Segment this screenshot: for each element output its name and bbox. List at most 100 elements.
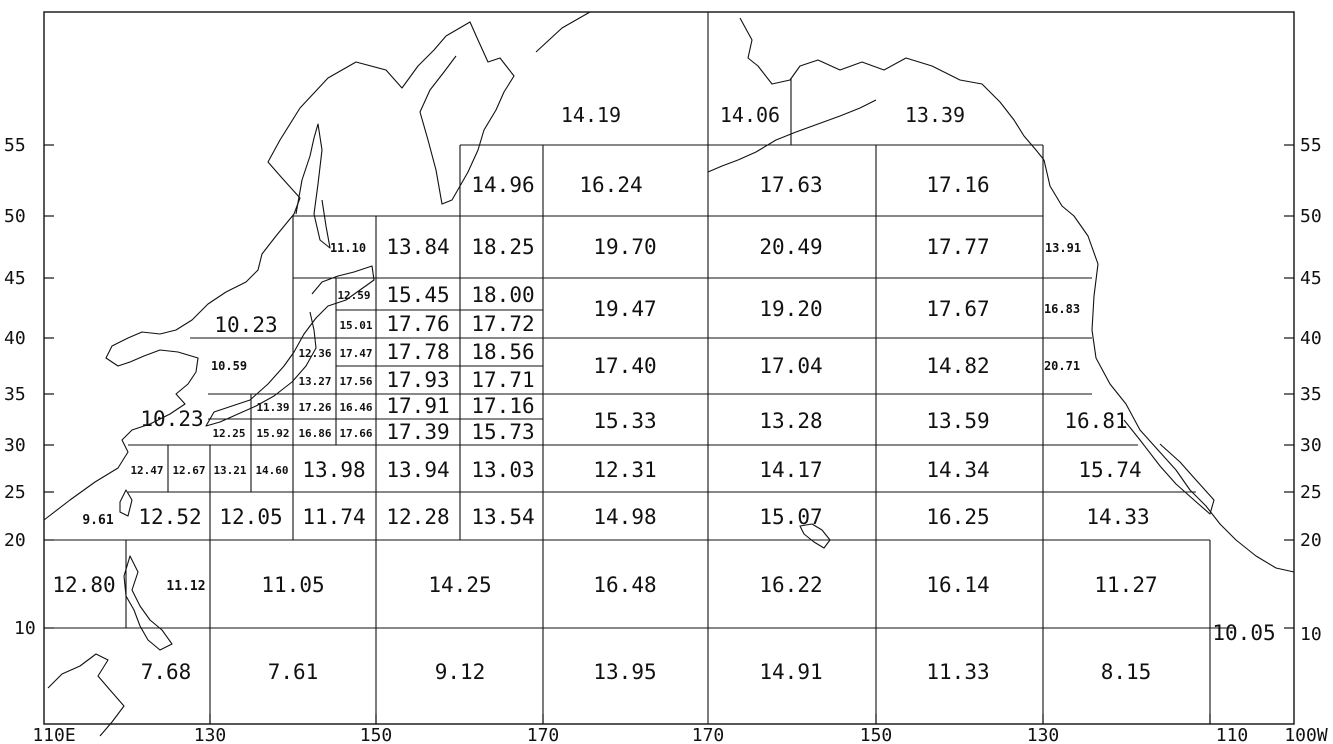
cell-value: 15.92 [256,427,289,440]
cell-value: 17.72 [471,312,534,336]
cell-value: 18.25 [471,235,534,259]
cell-value: 17.39 [386,420,449,444]
cell-value: 13.98 [302,458,365,482]
lat-label-left: 35 [4,384,26,405]
lat-label-right: 10 [1300,624,1322,645]
cell-value: 17.63 [759,173,822,197]
cell-value: 16.86 [298,427,331,440]
cell-value: 17.16 [471,394,534,418]
cell-value: 12.31 [593,458,656,482]
cell-value: 13.91 [1045,241,1081,255]
cell-value: 14.98 [593,505,656,529]
cell-value: 18.00 [471,283,534,307]
lon-label: 110 [1216,725,1249,744]
lon-label: 110E [32,725,75,744]
lon-label: 170 [527,725,560,744]
cell-value: 15.73 [471,420,534,444]
cell-value: 17.04 [759,354,822,378]
cell-value: 15.01 [339,319,372,332]
grid-lines [44,12,1236,724]
lat-label-right: 30 [1300,435,1322,456]
cell-value: 10.05 [1212,621,1275,645]
cell-value: 12.80 [52,573,115,597]
lon-label: 130 [194,725,227,744]
cell-value: 16.24 [579,173,642,197]
cell-value: 19.70 [593,235,656,259]
cell-value: 17.47 [339,347,372,360]
map-frame [43,11,1295,725]
lat-label-left: 10 [14,618,36,639]
cell-value: 10.23 [214,313,277,337]
cell-value: 13.95 [593,660,656,684]
lon-label: 170 [692,725,725,744]
cell-value: 11.74 [302,505,365,529]
cell-value: 17.26 [298,401,331,414]
lat-label-left: 25 [4,482,26,503]
cell-value: 17.77 [926,235,989,259]
coastline-sakhalin [295,123,331,249]
cell-value: 10.23 [140,407,203,431]
cell-value: 16.46 [339,401,372,414]
cell-value: 11.12 [166,579,205,594]
coastline-taiwan [119,489,133,517]
cell-value: 17.71 [471,368,534,392]
cell-value: 17.93 [386,368,449,392]
coastline-alaska [535,11,1045,161]
lat-label-left: 30 [4,435,26,456]
tick-marks [44,144,1294,724]
cell-value: 14.60 [255,464,288,477]
cell-value: 13.59 [926,409,989,433]
latitude-labels-right: 55 50 45 40 35 30 25 20 10 [1300,135,1322,645]
cell-value: 14.33 [1086,505,1149,529]
lon-label: 150 [360,725,393,744]
lon-label: 130 [1027,725,1060,744]
lon-label: 100W [1284,725,1328,744]
lat-label-left: 50 [4,206,26,227]
cell-value: 12.67 [172,464,205,477]
cell-value: 17.16 [926,173,989,197]
cell-value: 12.28 [386,505,449,529]
coastline-philippines [123,555,173,651]
cell-value: 13.28 [759,409,822,433]
cell-value: 17.91 [386,394,449,418]
cell-value: 13.03 [471,458,534,482]
cell-value: 14.82 [926,354,989,378]
coastline-asia [43,35,447,521]
coastline-hawaii [799,523,831,549]
longitude-labels: 110E 130 150 170 170 150 130 110 100W [32,725,1328,744]
cell-value: 17.78 [386,340,449,364]
cell-value: 12.05 [219,505,282,529]
cell-value: 16.81 [1064,409,1127,433]
lat-label-right: 50 [1300,206,1322,227]
cell-value: 16.83 [1044,302,1080,316]
cell-value: 13.84 [386,235,449,259]
lat-label-right: 40 [1300,328,1322,349]
cell-value: 14.91 [759,660,822,684]
latitude-labels-left: 55 50 45 40 35 30 25 20 10 [4,135,36,639]
lat-label-right: 55 [1300,135,1322,156]
coastline-japan [205,265,375,427]
cell-value: 15.33 [593,409,656,433]
cell-value: 9.12 [435,660,486,684]
cell-value: 13.54 [471,505,534,529]
cell-value: 16.14 [926,573,989,597]
cell-value: 10.59 [211,359,247,373]
cell-value: 16.25 [926,505,989,529]
cell-value: 13.27 [298,375,331,388]
cell-value: 12.59 [337,289,370,302]
cell-value: 19.47 [593,297,656,321]
cell-value: 14.34 [926,458,989,482]
lat-label-left: 40 [4,328,26,349]
coastline-baja [1123,419,1215,515]
cell-value: 14.96 [471,173,534,197]
cell-value: 20.49 [759,235,822,259]
cell-value: 16.22 [759,573,822,597]
cell-value: 15.45 [386,283,449,307]
cell-value: 15.07 [759,505,822,529]
lat-label-right: 20 [1300,530,1322,551]
cell-value: 8.15 [1101,660,1152,684]
cell-value: 11.05 [261,573,324,597]
cell-value: 15.74 [1078,458,1141,482]
coastline-kamchatka [419,21,515,205]
